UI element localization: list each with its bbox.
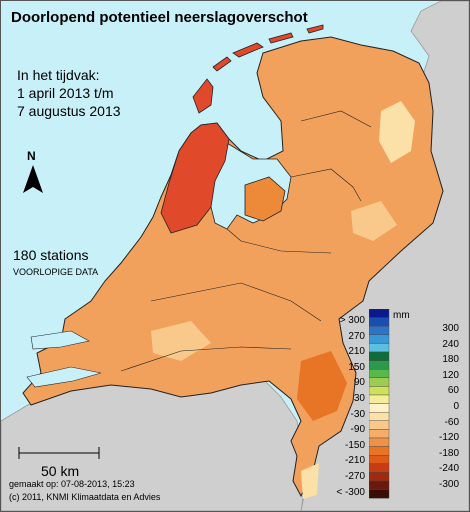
schiermonnikoog-island <box>306 24 324 34</box>
period-label: In het tijdvak: <box>17 67 100 83</box>
legend-right-label: -120 <box>438 432 459 444</box>
legend-swatch <box>369 420 390 430</box>
legend-swatch <box>369 326 390 336</box>
legend-right-label: 0 <box>453 401 459 412</box>
legend-swatch <box>369 309 390 318</box>
made-on-text: gemaakt op: 07-08-2013, 15:23 <box>9 479 135 489</box>
noord-holland-deficit <box>160 122 230 234</box>
terschelling-island <box>232 42 264 58</box>
westerschelde <box>26 366 102 388</box>
legend-right-label: -300 <box>438 479 459 490</box>
legend-left-label: 150 <box>348 361 365 373</box>
legend-swatch <box>369 360 390 370</box>
legend-swatch <box>369 489 390 499</box>
data-status: VOORLOPIGE DATA <box>13 267 99 277</box>
light-patch-south <box>151 321 211 361</box>
light-patch-limburg <box>301 463 319 499</box>
legend-swatch <box>369 377 390 387</box>
north-arrow-icon <box>23 165 43 193</box>
legend-swatch <box>369 437 390 447</box>
oosterschelde <box>30 330 90 350</box>
dark-patch-southeast <box>297 351 347 421</box>
legend-left-label: -270 <box>344 471 365 482</box>
legend-swatch <box>369 369 390 379</box>
period-end: 7 augustus 2013 <box>17 103 121 119</box>
flevoland <box>244 176 286 222</box>
legend-swatch <box>369 386 390 396</box>
legend-swatch <box>369 334 390 344</box>
legend-swatch <box>369 472 390 482</box>
ameland-island <box>268 32 294 44</box>
legend-swatch <box>369 403 390 413</box>
legend-right-label: 240 <box>442 338 459 350</box>
legend-left-label: 90 <box>353 377 365 389</box>
legend-swatch <box>369 454 390 464</box>
province-border-1 <box>120 110 372 372</box>
legend-left-label: < -300 <box>336 486 365 498</box>
legend-right-label: -60 <box>444 416 459 428</box>
legend-right-label: 300 <box>442 323 459 334</box>
legend-swatch <box>369 480 390 490</box>
legend-right-label: -180 <box>438 447 459 459</box>
legend-left-label: -90 <box>350 424 365 436</box>
legend-unit: mm <box>393 310 410 321</box>
legend-left-label: 270 <box>348 330 365 342</box>
period-start: 1 april 2013 t/m <box>17 85 114 101</box>
legend-left-label: -210 <box>344 455 365 467</box>
north-label: N <box>27 149 36 163</box>
scale-label: 50 km <box>41 463 80 479</box>
legend-right-label: 120 <box>442 369 459 381</box>
legend-swatch <box>369 446 390 456</box>
legend-swatch <box>369 394 390 404</box>
legend-left-label: 210 <box>348 346 365 358</box>
legend-swatch <box>369 351 390 361</box>
legend-left-label: 30 <box>353 393 365 404</box>
light-patch-east <box>351 201 397 241</box>
legend-swatch <box>369 411 390 421</box>
stations-count: 180 stations <box>13 247 89 263</box>
legend-right-label: -240 <box>438 463 459 475</box>
legend-swatch <box>369 343 390 353</box>
copyright-text: (c) 2011, KNMI Klimaatdata en Advies <box>9 492 161 502</box>
legend-swatch <box>369 463 390 473</box>
legend-color-bar <box>369 309 390 499</box>
map-title: Doorlopend potentieel neerslagoverschot <box>11 9 308 26</box>
legend-swatch <box>369 429 390 439</box>
legend-swatch <box>369 317 390 327</box>
texel-island <box>192 78 214 114</box>
legend-left-label: -150 <box>344 439 365 451</box>
legend-left-label: > 300 <box>339 315 365 326</box>
legend-right-label: 60 <box>447 385 459 397</box>
legend-right-label: 180 <box>442 354 459 366</box>
legend-left-label: -30 <box>350 408 365 420</box>
light-patch-north <box>379 101 415 163</box>
vlieland-island <box>212 56 232 72</box>
